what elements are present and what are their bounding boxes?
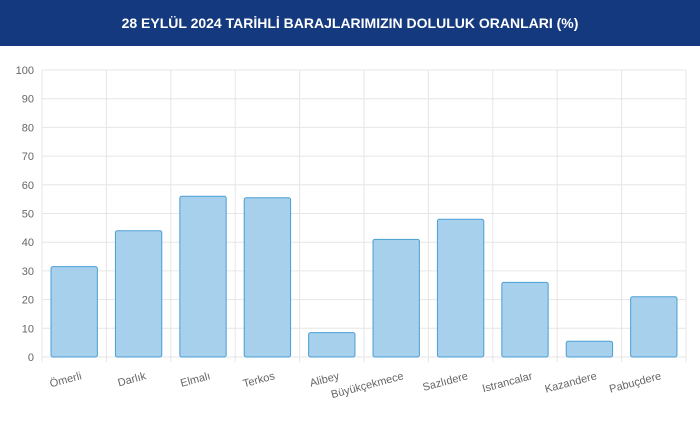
x-tick-label: Kazandere bbox=[544, 370, 599, 395]
x-tick-label: Pabuçdere bbox=[608, 370, 663, 395]
y-tick-label: 100 bbox=[16, 65, 34, 77]
bar bbox=[114, 230, 163, 358]
y-tick-label: 90 bbox=[22, 94, 34, 106]
bar bbox=[179, 195, 227, 358]
y-tick-label: 50 bbox=[22, 209, 34, 221]
y-tick-label: 60 bbox=[22, 180, 34, 192]
x-tick-label: Elmalı bbox=[179, 370, 212, 390]
x-tick-label: Alibey bbox=[309, 370, 342, 389]
x-tick-label: Büyükçekmece bbox=[330, 370, 405, 401]
y-tick-label: 20 bbox=[22, 295, 34, 307]
y-tick-label: 40 bbox=[22, 237, 34, 249]
y-tick-label: 80 bbox=[22, 122, 34, 134]
x-tick-label: Ömerli bbox=[49, 370, 83, 390]
x-tick-label: Istrancalar bbox=[481, 370, 534, 395]
y-tick-label: 70 bbox=[22, 151, 34, 163]
chart-title: 28 EYLÜL 2024 TARİHLİ BARAJLARIMIZIN DOL… bbox=[0, 0, 700, 46]
bar bbox=[630, 296, 678, 358]
bar bbox=[50, 266, 98, 358]
bar bbox=[565, 340, 614, 358]
y-tick-label: 30 bbox=[22, 266, 34, 278]
bar bbox=[243, 197, 292, 358]
y-tick-label: 0 bbox=[28, 352, 34, 364]
x-tick-label: Darlık bbox=[117, 370, 148, 389]
x-tick-label: Sazlıdere bbox=[421, 370, 469, 394]
chart: 0 10 20 30 40 50 60 70 80 90 100 Ömerli Darlık Elmalı… bbox=[16, 65, 687, 401]
y-tick-label: 10 bbox=[22, 323, 34, 335]
bar bbox=[436, 218, 485, 358]
bar bbox=[308, 332, 356, 358]
bar bbox=[372, 238, 420, 358]
x-tick-label: Terkos bbox=[242, 370, 277, 390]
bar bbox=[501, 281, 549, 358]
